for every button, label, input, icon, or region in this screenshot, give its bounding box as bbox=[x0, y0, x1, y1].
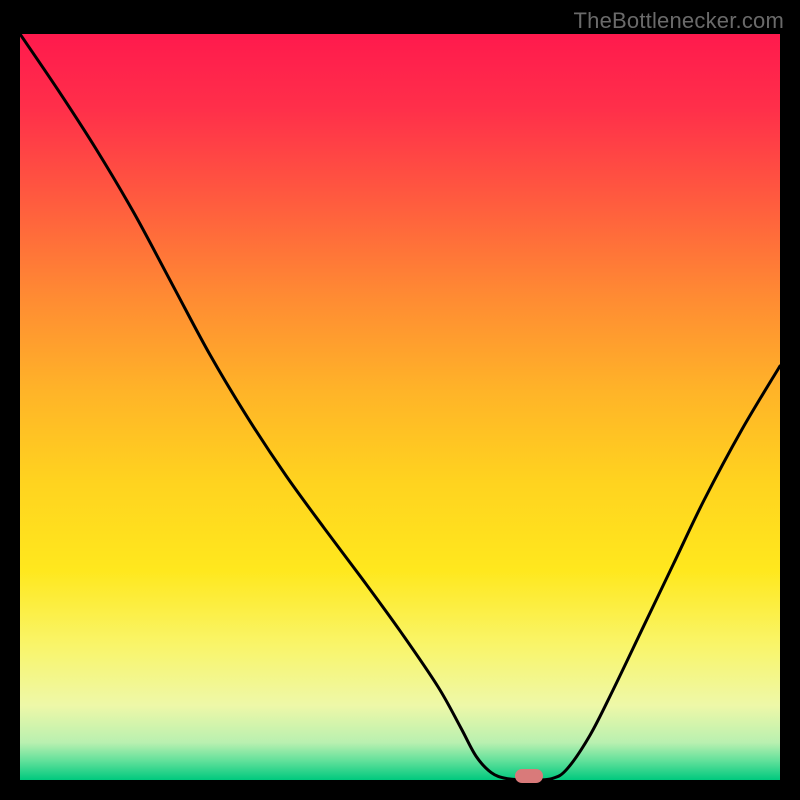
plot-area bbox=[20, 34, 780, 780]
chart-container: TheBottlenecker.com bbox=[0, 0, 800, 800]
gradient-background bbox=[20, 34, 780, 780]
minimum-marker bbox=[515, 769, 543, 783]
watermark-text: TheBottlenecker.com bbox=[574, 8, 784, 34]
